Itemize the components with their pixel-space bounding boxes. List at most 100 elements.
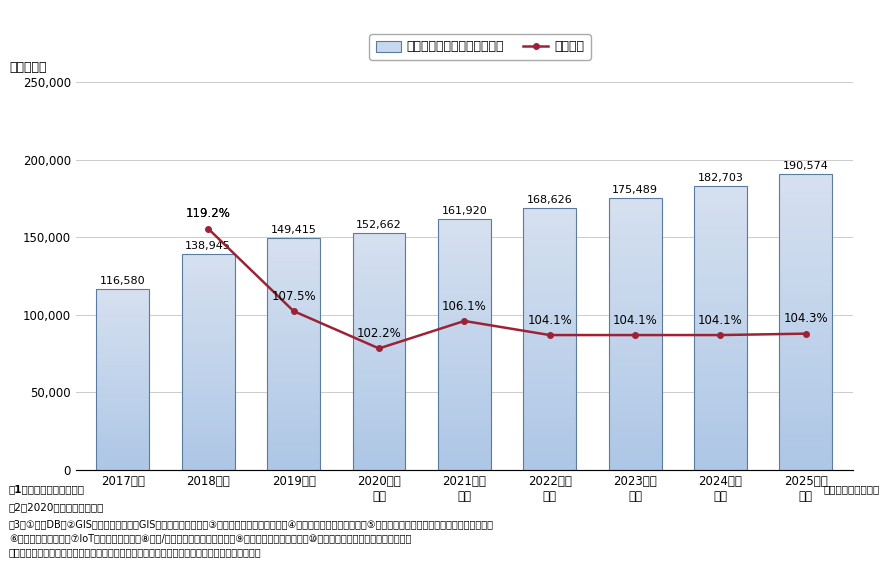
Bar — [438, 219, 491, 470]
Bar — [353, 304, 405, 309]
Bar — [438, 454, 491, 460]
Bar — [694, 288, 747, 294]
Bar — [353, 361, 405, 366]
Bar — [267, 340, 320, 345]
Bar — [694, 232, 747, 237]
Bar — [694, 249, 747, 254]
Bar — [182, 353, 235, 357]
Bar — [182, 375, 235, 379]
Bar — [182, 418, 235, 422]
Bar — [780, 204, 832, 210]
Bar — [353, 437, 405, 441]
Bar — [609, 268, 662, 274]
Bar — [267, 367, 320, 372]
Bar — [609, 247, 662, 252]
Bar — [780, 410, 832, 416]
Bar — [780, 316, 832, 322]
Bar — [438, 404, 491, 409]
Bar — [267, 247, 320, 252]
Bar — [353, 399, 405, 403]
Text: 104.1%: 104.1% — [698, 313, 743, 326]
Bar — [182, 465, 235, 470]
Bar — [694, 373, 747, 379]
Bar — [780, 210, 832, 215]
Bar — [438, 389, 491, 394]
Bar — [780, 393, 832, 399]
Bar — [96, 423, 149, 426]
Text: 注2．2020年度以降は予測値: 注2．2020年度以降は予測値 — [9, 502, 104, 512]
Bar — [609, 377, 662, 383]
Bar — [353, 460, 405, 465]
Bar — [523, 208, 576, 214]
Bar — [523, 302, 576, 308]
Bar — [438, 234, 491, 239]
Bar — [780, 440, 832, 446]
Bar — [353, 257, 405, 261]
Bar — [523, 313, 576, 318]
Bar — [438, 430, 491, 434]
Bar — [96, 419, 149, 423]
Bar — [438, 319, 491, 324]
Text: 168,626: 168,626 — [527, 195, 572, 205]
Bar — [353, 356, 405, 361]
Bar — [438, 344, 491, 349]
Bar — [182, 298, 235, 302]
Bar — [182, 280, 235, 285]
Bar — [267, 465, 320, 470]
Text: 175,489: 175,489 — [612, 184, 658, 194]
Bar — [182, 259, 235, 263]
Bar — [267, 414, 320, 419]
Bar — [96, 329, 149, 332]
Bar — [438, 249, 491, 254]
Bar — [780, 174, 832, 180]
Text: 152,662: 152,662 — [356, 220, 402, 230]
Bar — [267, 303, 320, 308]
Bar — [353, 342, 405, 346]
Bar — [182, 272, 235, 276]
Bar — [438, 359, 491, 364]
Bar — [523, 381, 576, 386]
Bar — [353, 446, 405, 451]
Bar — [609, 328, 662, 333]
Bar — [182, 427, 235, 431]
Bar — [780, 399, 832, 404]
Bar — [609, 208, 662, 214]
Bar — [694, 436, 747, 441]
Bar — [353, 332, 405, 337]
Bar — [780, 251, 832, 257]
Bar — [609, 458, 662, 464]
Bar — [694, 424, 747, 430]
Bar — [438, 324, 491, 329]
Bar — [694, 300, 747, 305]
Bar — [267, 423, 320, 428]
Bar — [523, 261, 576, 266]
Bar — [694, 221, 747, 226]
Bar — [609, 220, 662, 225]
Bar — [694, 419, 747, 424]
Bar — [694, 453, 747, 458]
Bar — [523, 271, 576, 276]
Bar — [694, 464, 747, 470]
Bar — [267, 280, 320, 284]
Bar — [353, 266, 405, 271]
Bar — [523, 396, 576, 402]
Bar — [96, 303, 149, 307]
Bar — [96, 350, 149, 354]
Bar — [609, 415, 662, 421]
Bar — [609, 198, 662, 203]
Bar — [96, 289, 149, 292]
Bar — [694, 447, 747, 453]
Bar — [609, 258, 662, 263]
Bar — [182, 340, 235, 345]
Bar — [96, 401, 149, 404]
Bar — [523, 423, 576, 428]
Bar — [438, 420, 491, 424]
Bar — [523, 391, 576, 396]
Bar — [182, 414, 235, 418]
Bar — [267, 349, 320, 354]
Bar — [353, 295, 405, 299]
Bar — [780, 286, 832, 292]
Bar — [96, 307, 149, 311]
Bar — [694, 356, 747, 362]
Bar — [353, 380, 405, 384]
